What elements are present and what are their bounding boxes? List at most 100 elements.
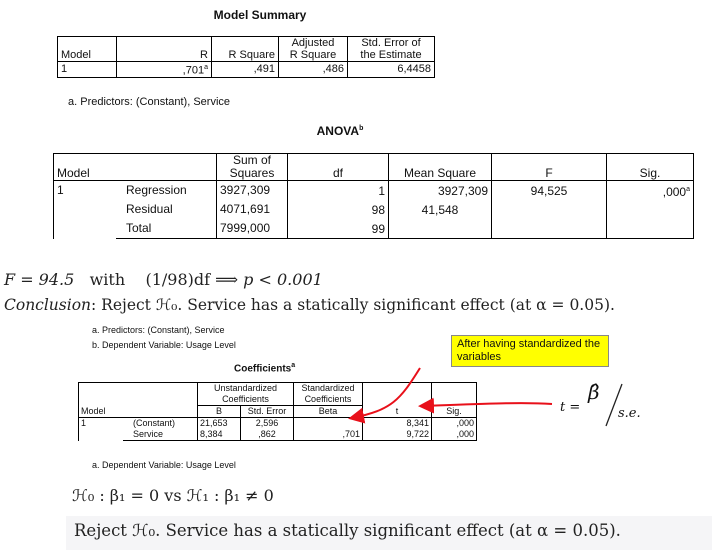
coefficients-footnote-a: a. Predictors: (Constant), Service (92, 325, 225, 335)
cell-label: Total (116, 219, 217, 239)
column-header-std-error: Std. Error (240, 405, 294, 418)
cell-f: 94,525 (491, 180, 607, 200)
cell-sig: ,000a (606, 180, 694, 200)
coefficients-footnote: a. Dependent Variable: Usage Level (92, 460, 236, 470)
column-header-beta: Beta (293, 405, 363, 418)
table-row: 1 ,701a ,491 ,486 6,4458 (57, 61, 435, 78)
column-header-t-blank (362, 382, 432, 406)
cell-f (491, 219, 607, 239)
cell-sig (606, 200, 694, 219)
model-summary-title: Model Summary (213, 8, 307, 22)
cell-r-square: ,491 (211, 61, 279, 78)
cell-df: 98 (287, 200, 389, 219)
cell-ms (388, 219, 492, 239)
coefficients-title-text: Coefficients (234, 363, 292, 375)
column-header-std-error-line2: the Estimate (347, 49, 435, 62)
group-unstd-line1: Unstandardized (213, 383, 278, 393)
column-group-unstandardized: Unstandardized Coefficients (197, 382, 294, 406)
cell-sig-footnote: a (686, 185, 690, 193)
table-header-row: Unstandardized Coefficients Standardized… (78, 382, 477, 406)
column-group-standardized: Standardized Coefficients (293, 382, 363, 406)
table-row: Residual 4071,691 98 41,548 (54, 200, 694, 219)
column-header-std-error-line1: Std. Error of (347, 36, 435, 49)
cell-sig (606, 219, 694, 239)
column-header-sig: Sig. (431, 405, 477, 418)
table-header-row-2: R Square the Estimate (58, 49, 435, 62)
conclusion-label: Conclusion (4, 296, 92, 314)
group-std-line1: Standardized (301, 383, 355, 393)
t-formula-slash (605, 383, 623, 427)
column-header-r: R (116, 36, 212, 62)
cell-ss: 3927,309 (216, 180, 288, 200)
cell-r-value: ,701 (182, 64, 205, 77)
table-header-row-2: Model B Std. Error Beta t Sig. (78, 405, 477, 418)
cell-model: 1 (78, 417, 123, 441)
cell-adj-r-square: ,486 (278, 61, 348, 78)
cell-label: Service (123, 429, 198, 441)
column-header-t: t (362, 405, 432, 418)
f-line-implies: ⟹ (215, 270, 239, 289)
column-header-mean-square: Mean Square (388, 153, 492, 181)
column-header-sig-blank (431, 382, 477, 406)
cell-r: ,701a (116, 61, 212, 78)
t-formula-denominator: s.e. (618, 406, 641, 421)
cell-label: Residual (126, 202, 173, 216)
column-header-model: Model (53, 153, 116, 181)
column-header-sum-of-line1: Sum of (216, 153, 288, 167)
column-header-model-blank (78, 382, 123, 406)
f-line-p: p < 0.001 (243, 270, 323, 289)
table-row: 1 Regression 3927,309 1 3927,309 94,525 … (53, 180, 694, 239)
column-header-label (123, 405, 198, 418)
f-statistic-line: F = 94.5 with (1/98)df ⟹ p < 0.001 (4, 270, 323, 289)
cell-label: (Constant) (133, 418, 176, 428)
column-header-model: Model (57, 36, 117, 62)
cell-label: Regression (126, 183, 187, 197)
cell-beta (293, 417, 363, 429)
model-summary-table: Model R R Square Adjusted Std. Error of … (57, 36, 435, 78)
f-line-with: with (89, 270, 126, 289)
table-row: 1 (Constant) 21,653 2,596 8,341 ,000 (78, 417, 477, 441)
column-header-df: df (287, 153, 389, 181)
cell-t: 8,341 (362, 417, 432, 429)
final-conclusion: Reject ℋ₀. Service has a statically sign… (74, 521, 621, 540)
f-line-lhs: F = 94.5 (4, 270, 75, 289)
cell-sig: ,000 (431, 429, 477, 441)
model-summary-footnote: a. Predictors: (Constant), Service (68, 96, 231, 108)
cell-b: 8,384 (197, 429, 241, 441)
t-formula: t = β̂ s.e. (560, 380, 650, 432)
coefficients-title-footnote: a (291, 362, 296, 369)
cell-model: 1 (57, 61, 117, 78)
cell-ss: 7999,000 (216, 219, 288, 239)
column-header-f: F (491, 153, 607, 181)
cell-f (491, 200, 607, 219)
t-formula-numerator: β̂ (588, 380, 600, 404)
table-header-row: Model R R Square Adjusted Std. Error of (57, 36, 435, 62)
cell-ss: 4071,691 (216, 200, 288, 219)
cell-sig: ,000 (431, 417, 477, 429)
cell-b: 21,653 (197, 417, 241, 429)
table-row: Service 8,384 ,862 ,701 9,722 ,000 (79, 429, 477, 441)
cell-sig-value: ,000 (662, 184, 687, 199)
cell-df: 1 (287, 180, 389, 200)
table-header-row-2: Squares (54, 167, 694, 181)
column-header-sum-of-line2: Squares (216, 167, 288, 181)
column-header-b: B (197, 405, 241, 418)
f-line-df: (1/98)df (145, 270, 211, 289)
cell-se: 2,596 (240, 417, 294, 429)
column-header-adjusted-line2: R Square (278, 49, 348, 62)
cell-df: 99 (287, 219, 389, 239)
column-header-r-square: R Square (211, 36, 279, 62)
cell-ms: 41,548 (388, 200, 492, 219)
hypothesis-line: ℋ₀ : β₁ = 0 vs ℋ₁ : β₁ ≠ 0 (72, 486, 274, 505)
column-header-sig: Sig. (606, 153, 694, 181)
conclusion-text: : Reject ℋ₀. Service has a statically si… (91, 296, 615, 314)
conclusion-line: Conclusion: Reject ℋ₀. Service has a sta… (4, 296, 615, 314)
cell-ms: 3927,309 (388, 180, 492, 200)
cell-t: 9,722 (362, 429, 432, 441)
cell-se: ,862 (240, 429, 294, 441)
table-header-row: Model Sum of df Mean Square F Sig. (53, 153, 694, 181)
coefficients-table: Unstandardized Coefficients Standardized… (78, 382, 477, 441)
column-header-label-blank (123, 382, 198, 406)
column-header-label (116, 153, 217, 181)
cell-model: 1 (53, 180, 116, 239)
